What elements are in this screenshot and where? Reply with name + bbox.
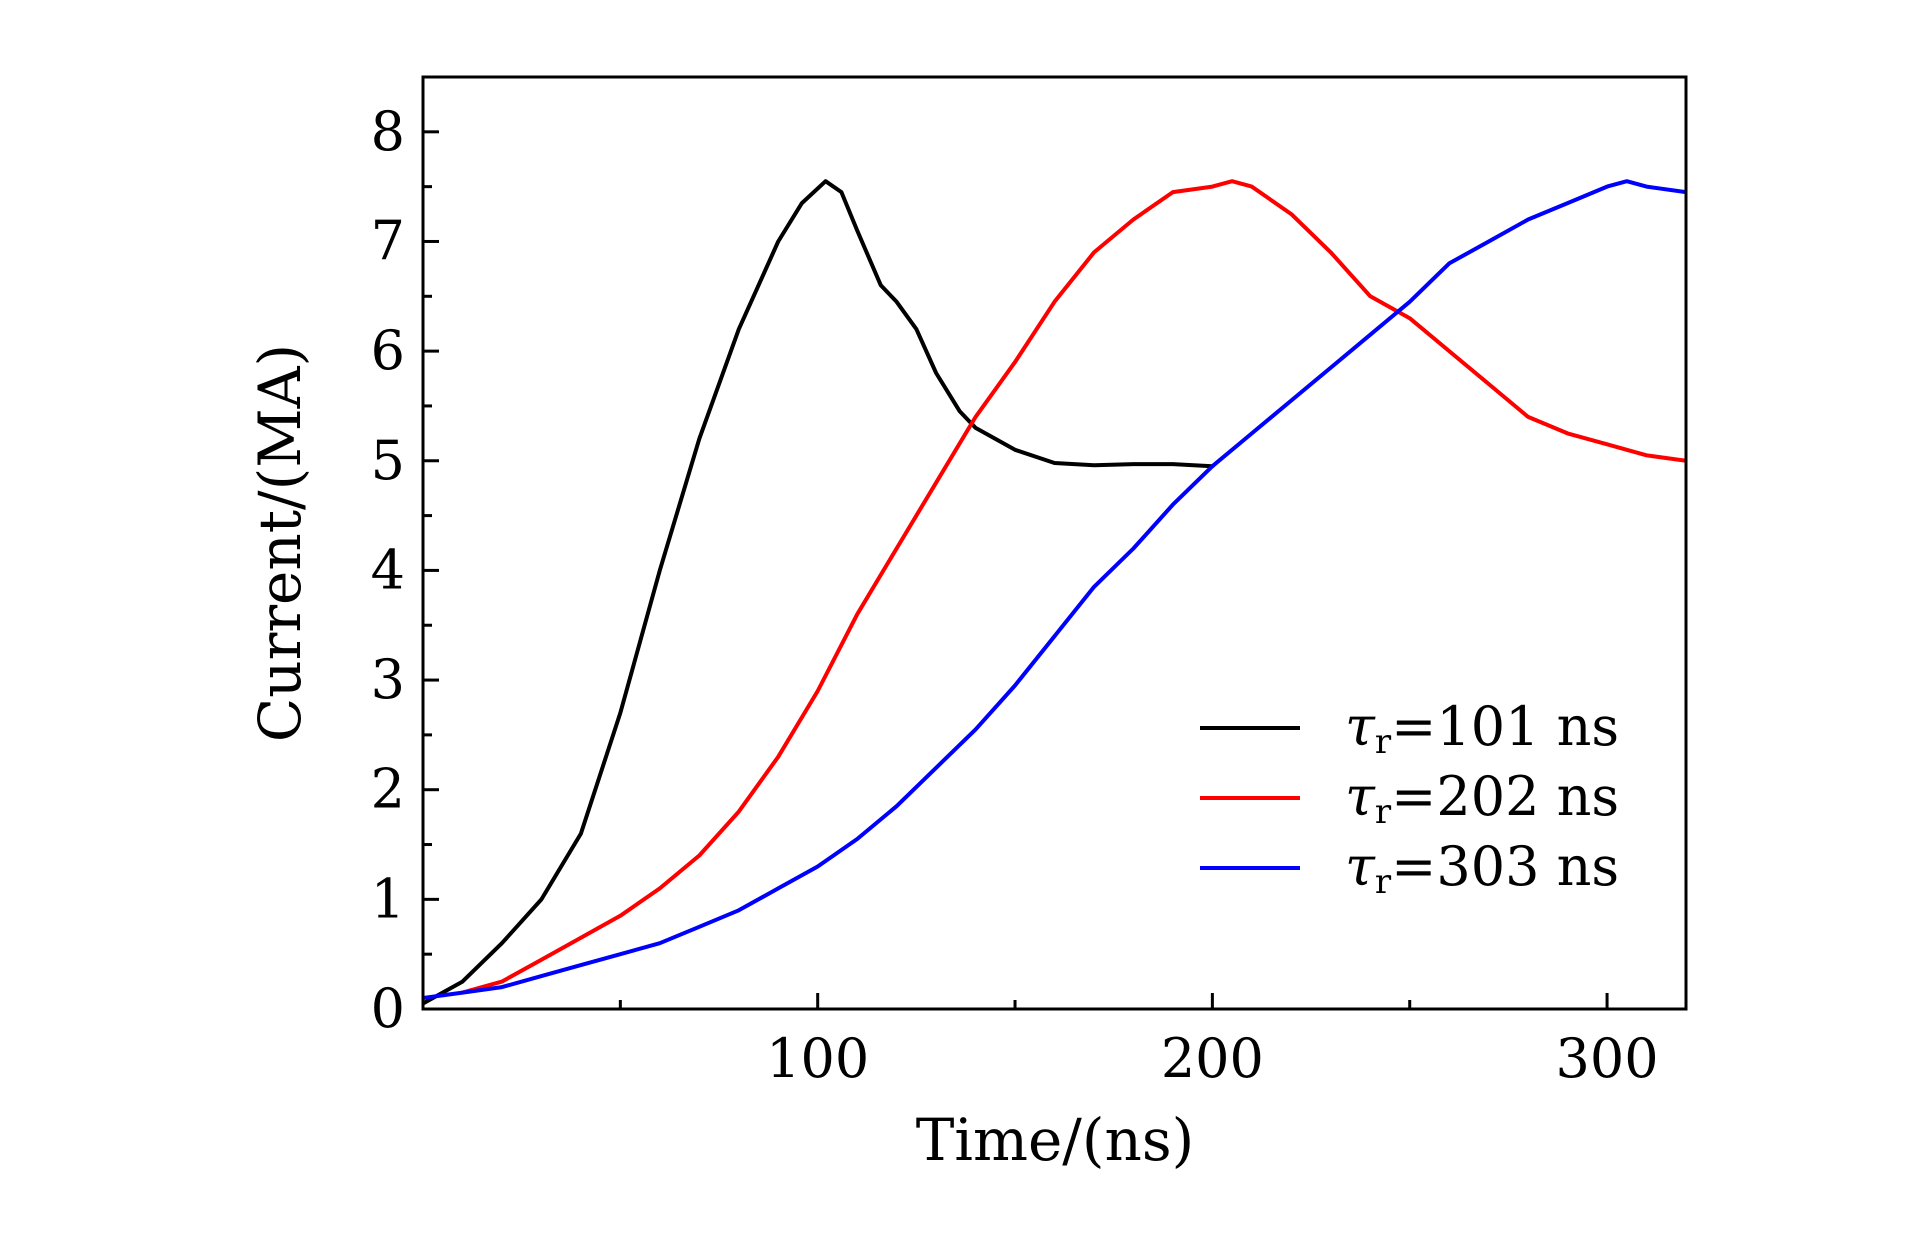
legend-symbol-1: τ [1345, 695, 1376, 758]
x-tick-label-200: 200 [1161, 1027, 1264, 1090]
plot-frame [421, 75, 1688, 1011]
legend-value-2: =202 ns [1391, 765, 1619, 828]
legend-value-1: =101 ns [1391, 695, 1619, 758]
y-tick-label-2: 2 [371, 758, 405, 821]
y-tick-label-1: 1 [371, 867, 405, 930]
series-line-3 [423, 179, 1686, 1000]
x-tick-label-300: 300 [1556, 1027, 1659, 1090]
legend-label-2: τr=202 ns [1345, 765, 1619, 832]
y-tick-label-5: 5 [371, 429, 405, 492]
legend-subscript-1: r [1375, 722, 1392, 762]
x-axis-title: Time/(ns) [916, 1106, 1194, 1174]
legend-symbol-3: τ [1345, 835, 1376, 898]
legend-symbol-2: τ [1345, 765, 1376, 828]
x-tick-label-100: 100 [766, 1027, 869, 1090]
series-group [423, 179, 1686, 1006]
legend: τr=101 ns τr=202 ns τr=303 ns [1200, 695, 1619, 902]
legend-label-3: τr=303 ns [1345, 835, 1619, 902]
legend-item-3: τr=303 ns [1200, 835, 1619, 902]
y-tick-label-8: 8 [371, 100, 405, 163]
legend-item-2: τr=202 ns [1200, 765, 1619, 832]
legend-item-1: τr=101 ns [1200, 695, 1619, 762]
y-tick-label-3: 3 [371, 648, 405, 711]
series-line-2 [460, 179, 1686, 995]
y-ticks-group: 0 1 2 3 4 5 6 7 8 [371, 100, 439, 1040]
y-tick-label-0: 0 [371, 977, 405, 1040]
y-axis-title: Current/(MA) [246, 344, 314, 742]
y-tick-label-6: 6 [371, 319, 405, 382]
legend-label-1: τr=101 ns [1345, 695, 1619, 762]
y-tick-label-4: 4 [371, 538, 405, 601]
legend-value-3: =303 ns [1391, 835, 1619, 898]
y-tick-label-7: 7 [371, 209, 405, 272]
x-ticks-group: 100 200 300 [618, 993, 1659, 1090]
legend-subscript-2: r [1375, 792, 1392, 832]
series-line-1 [423, 179, 1215, 1006]
legend-subscript-3: r [1375, 862, 1392, 902]
